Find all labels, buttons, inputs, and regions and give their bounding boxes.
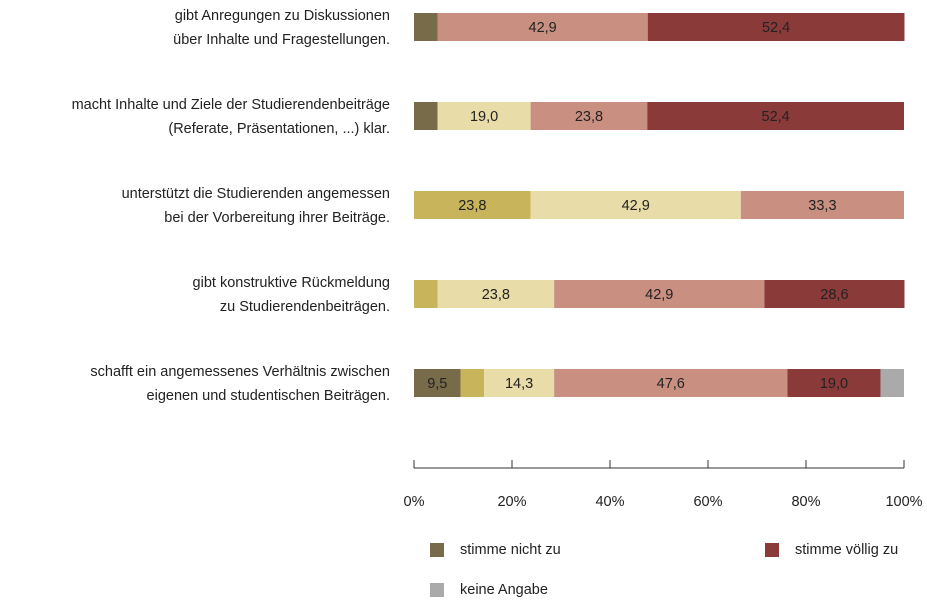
category-label: (Referate, Präsentationen, ...) klar. — [168, 121, 390, 137]
bar-segment — [437, 13, 648, 41]
x-tick-label: 80% — [791, 494, 820, 510]
category-label: zu Studierendenbeiträgen. — [220, 299, 390, 315]
bar-segment — [437, 280, 555, 308]
x-tick-label: 0% — [404, 494, 425, 510]
bar-segment — [414, 102, 438, 130]
value-label: 28,6 — [820, 287, 848, 303]
bar-segment — [484, 369, 555, 397]
bar-segment — [554, 280, 765, 308]
bar-segment — [414, 13, 438, 41]
x-tick-label: 20% — [497, 494, 526, 510]
category-label: macht Inhalte und Ziele der Studierenden… — [72, 97, 390, 113]
value-label: 9,5 — [427, 376, 447, 392]
value-label: 52,4 — [762, 109, 790, 125]
x-tick-label: 60% — [693, 494, 722, 510]
x-tick-label: 40% — [595, 494, 624, 510]
bar-segment — [787, 369, 881, 397]
x-tick-label: 100% — [885, 494, 922, 510]
value-label: 33,3 — [808, 198, 836, 214]
value-label: 23,8 — [482, 287, 510, 303]
bar-segment — [530, 191, 741, 219]
legend-swatch — [430, 583, 444, 597]
category-label: gibt Anregungen zu Diskussionen — [175, 8, 390, 24]
category-label: unterstützt die Studierenden angemessen — [122, 186, 390, 202]
legend-label: keine Angabe — [460, 582, 548, 598]
bar-segment — [554, 369, 788, 397]
legend-label: stimme völlig zu — [795, 542, 898, 558]
category-label: eigenen und studentischen Beiträgen. — [147, 388, 390, 404]
bar-segment — [414, 280, 438, 308]
category-label: über Inhalte und Fragestellungen. — [173, 32, 390, 48]
bar-segment — [647, 13, 905, 41]
value-label: 23,8 — [575, 109, 603, 125]
bar-segment — [414, 369, 461, 397]
legend-label: stimme nicht zu — [460, 542, 561, 558]
value-label: 14,3 — [505, 376, 533, 392]
value-label: 52,4 — [762, 20, 790, 36]
legend-swatch — [430, 543, 444, 557]
bar-segment — [880, 369, 904, 397]
bar-segment — [530, 102, 648, 130]
category-label: gibt konstruktive Rückmeldung — [193, 275, 390, 291]
value-label: 19,0 — [470, 109, 498, 125]
legend-swatch — [765, 543, 779, 557]
value-label: 19,0 — [820, 376, 848, 392]
value-label: 42,9 — [622, 198, 650, 214]
bar-segment — [414, 191, 531, 219]
value-label: 47,6 — [657, 376, 685, 392]
category-label: bei der Vorbereitung ihrer Beiträge. — [164, 210, 390, 226]
bar-segment — [647, 102, 904, 130]
bar-segment — [437, 102, 531, 130]
bar-segment — [764, 280, 905, 308]
category-label: schafft ein angemessenes Verhältnis zwis… — [90, 364, 390, 380]
value-label: 23,8 — [458, 198, 486, 214]
bar-segment — [740, 191, 904, 219]
value-label: 42,9 — [529, 20, 557, 36]
bar-segment — [460, 369, 485, 397]
value-label: 42,9 — [645, 287, 673, 303]
